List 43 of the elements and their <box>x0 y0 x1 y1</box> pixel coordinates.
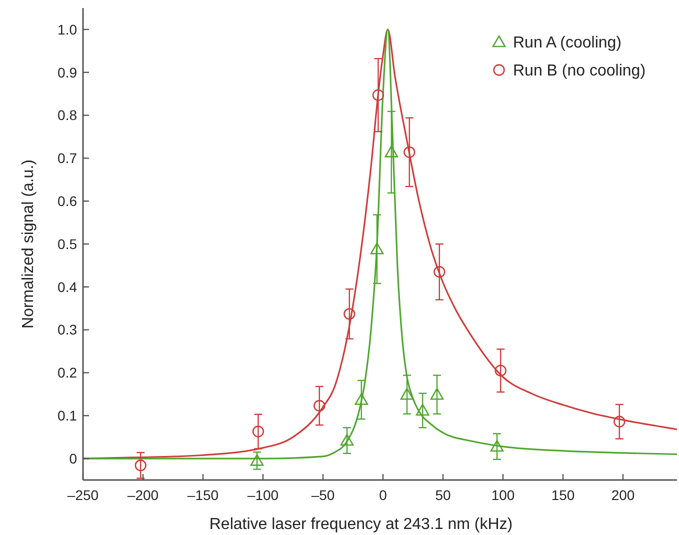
point <box>400 388 414 400</box>
point <box>404 146 416 158</box>
y-tick-label: 0.9 <box>58 64 78 80</box>
point <box>314 400 326 412</box>
y-tick-label: 0.6 <box>58 192 78 209</box>
y-tick-label: 0.5 <box>58 236 78 252</box>
x-tick-label: –200 <box>127 487 159 503</box>
legend-label: Run A (cooling) <box>513 34 622 52</box>
x-tick-label: 100 <box>491 487 515 503</box>
x-tick-label: 200 <box>611 487 635 503</box>
x-tick-label: –50 <box>311 487 335 503</box>
point <box>134 460 146 472</box>
x-tick-label: 50 <box>435 487 451 503</box>
point <box>252 426 264 438</box>
point <box>494 364 506 376</box>
point <box>434 266 446 278</box>
point <box>370 242 384 254</box>
y-tick-label: 0.8 <box>58 107 78 124</box>
point <box>372 89 384 101</box>
x-tick-label: –150 <box>187 487 219 503</box>
y-axis-title: Normalized signal (a.u.) <box>20 160 37 328</box>
y-tick-label: 0.2 <box>58 364 78 381</box>
point <box>416 404 430 416</box>
point <box>490 440 504 452</box>
y-tick-label: 0.4 <box>58 278 78 295</box>
y-tick-label: 0.7 <box>58 150 78 166</box>
legend-label: Run B (no cooling) <box>513 62 646 80</box>
x-tick-label: 150 <box>551 487 575 503</box>
point <box>614 416 626 428</box>
x-tick-label: –100 <box>247 487 279 503</box>
point <box>430 388 444 400</box>
point <box>250 454 264 466</box>
y-tick-label: 1.0 <box>58 21 78 38</box>
x-tick-label: –250 <box>67 487 99 503</box>
y-tick-label: 0.1 <box>58 408 78 424</box>
y-tick-label: 0 <box>69 450 78 466</box>
x-axis-title: Relative laser frequency at 243.1 nm (kHz) <box>209 516 513 533</box>
point <box>354 393 368 405</box>
point <box>384 146 398 158</box>
point <box>340 434 354 446</box>
x-tick-label: 0 <box>379 487 388 503</box>
y-tick-label: 0.3 <box>58 322 78 338</box>
point <box>344 308 356 320</box>
